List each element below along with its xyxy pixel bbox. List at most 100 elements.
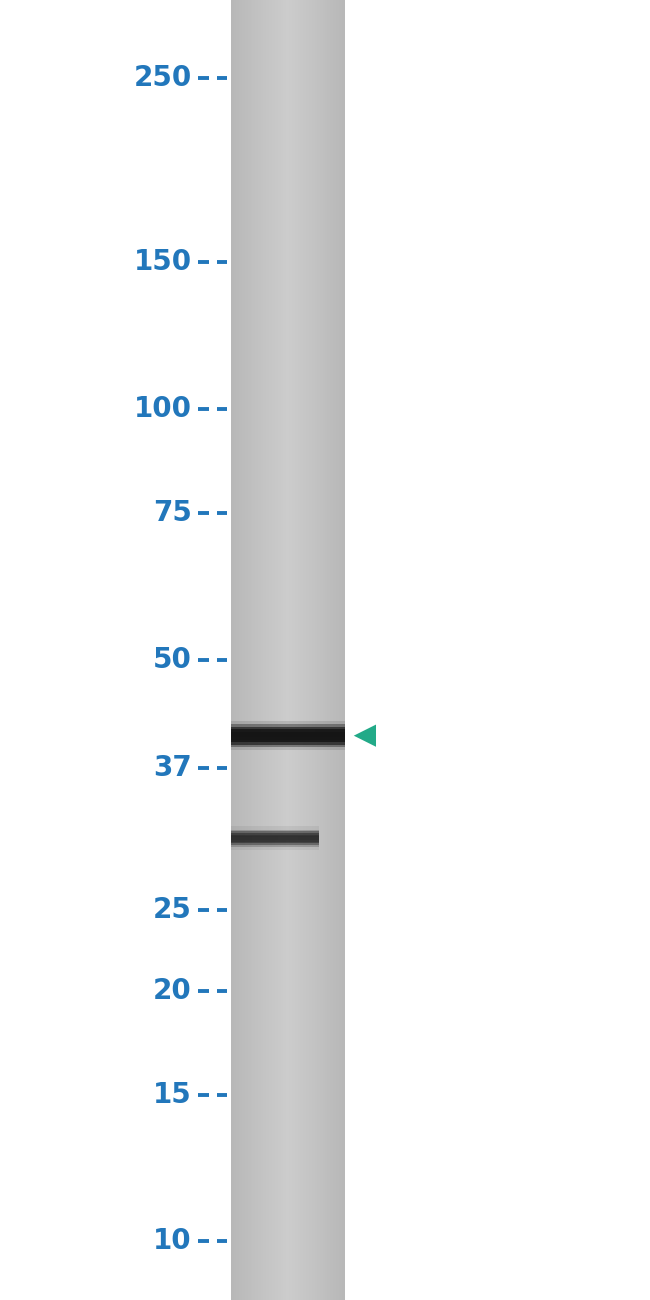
Bar xyxy=(275,0,277,1300)
Bar xyxy=(237,0,239,1300)
Text: 75: 75 xyxy=(153,499,192,526)
Bar xyxy=(252,0,254,1300)
Bar xyxy=(282,0,284,1300)
Text: 37: 37 xyxy=(153,754,192,783)
Bar xyxy=(329,0,331,1300)
Bar xyxy=(339,0,341,1300)
Bar xyxy=(231,829,318,840)
Bar xyxy=(231,0,233,1300)
Bar xyxy=(231,833,318,844)
Bar xyxy=(306,0,308,1300)
Text: 20: 20 xyxy=(153,976,192,1005)
Bar xyxy=(332,0,334,1300)
Bar xyxy=(231,729,344,742)
Bar xyxy=(304,0,306,1300)
Bar xyxy=(256,0,259,1300)
Bar xyxy=(246,0,248,1300)
Bar xyxy=(336,0,338,1300)
Bar xyxy=(261,0,263,1300)
Text: 10: 10 xyxy=(153,1227,192,1256)
Bar xyxy=(254,0,255,1300)
Bar xyxy=(299,0,301,1300)
Bar xyxy=(245,0,247,1300)
Bar xyxy=(281,0,283,1300)
Bar xyxy=(233,0,236,1300)
Bar xyxy=(340,0,343,1300)
Bar xyxy=(272,0,274,1300)
Text: 100: 100 xyxy=(134,395,192,422)
Bar xyxy=(238,0,240,1300)
Bar xyxy=(231,724,344,737)
Bar xyxy=(231,737,344,750)
Bar xyxy=(244,0,246,1300)
Bar xyxy=(258,0,260,1300)
Bar xyxy=(300,0,302,1300)
Bar xyxy=(335,0,337,1300)
Bar xyxy=(287,0,290,1300)
Bar xyxy=(312,0,314,1300)
Bar xyxy=(231,827,318,837)
Bar xyxy=(259,0,261,1300)
Bar xyxy=(269,0,271,1300)
Bar xyxy=(343,0,345,1300)
Bar xyxy=(285,0,287,1300)
Bar xyxy=(266,0,268,1300)
Bar xyxy=(242,0,244,1300)
Bar xyxy=(333,0,335,1300)
Bar xyxy=(294,0,297,1300)
Bar xyxy=(315,0,317,1300)
Bar xyxy=(292,0,294,1300)
Bar xyxy=(248,0,250,1300)
Bar xyxy=(322,0,324,1300)
Bar xyxy=(320,0,322,1300)
Bar xyxy=(262,0,264,1300)
Bar xyxy=(328,0,330,1300)
Text: 25: 25 xyxy=(153,896,192,924)
Bar xyxy=(268,0,270,1300)
Bar xyxy=(239,0,241,1300)
Bar xyxy=(251,0,253,1300)
Bar xyxy=(326,0,328,1300)
Bar xyxy=(231,840,318,850)
Bar xyxy=(291,0,292,1300)
Bar xyxy=(305,0,307,1300)
Bar xyxy=(307,0,309,1300)
Text: 150: 150 xyxy=(134,248,192,277)
Bar xyxy=(309,0,311,1300)
Bar xyxy=(240,0,243,1300)
Bar xyxy=(296,0,298,1300)
Bar xyxy=(286,0,289,1300)
Text: 15: 15 xyxy=(153,1080,192,1109)
Bar xyxy=(313,0,315,1300)
Bar xyxy=(293,0,295,1300)
Bar xyxy=(270,0,272,1300)
Bar xyxy=(274,0,276,1300)
Bar xyxy=(231,831,318,841)
Bar xyxy=(232,0,234,1300)
Bar xyxy=(235,0,237,1300)
Text: 250: 250 xyxy=(133,64,192,92)
Bar xyxy=(316,0,318,1300)
Bar xyxy=(265,0,267,1300)
Bar xyxy=(278,0,280,1300)
Bar xyxy=(337,0,339,1300)
Bar xyxy=(317,0,320,1300)
Bar xyxy=(231,732,344,745)
Bar xyxy=(263,0,266,1300)
Bar xyxy=(279,0,281,1300)
Bar xyxy=(319,0,321,1300)
Bar xyxy=(255,0,257,1300)
Bar xyxy=(330,0,332,1300)
Bar xyxy=(283,0,285,1300)
Bar xyxy=(231,836,318,846)
Bar xyxy=(231,835,318,845)
Bar xyxy=(323,0,325,1300)
Bar xyxy=(324,0,327,1300)
Text: 50: 50 xyxy=(153,646,192,673)
Bar xyxy=(276,0,278,1300)
Bar xyxy=(249,0,252,1300)
Bar xyxy=(231,734,344,747)
Bar xyxy=(311,0,313,1300)
Bar xyxy=(231,720,344,733)
Bar xyxy=(231,727,344,740)
